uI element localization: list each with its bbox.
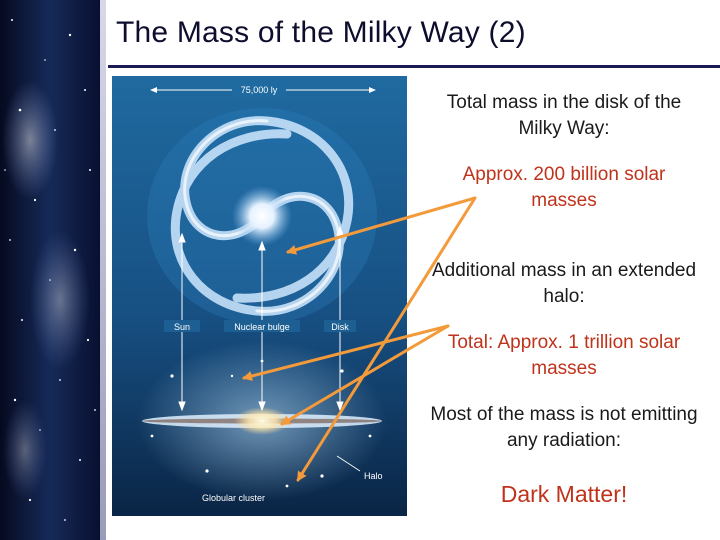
milky-way-figure: 75,000 ly — [112, 76, 407, 516]
halo-mass-heading: Additional mass in an extended halo: — [431, 260, 697, 307]
slide-title: The Mass of the Milky Way (2) — [116, 16, 526, 49]
label-nuclear-bulge: Nuclear bulge — [234, 322, 290, 332]
label-globular-cluster: Globular cluster — [202, 493, 265, 503]
label-sun: Sun — [174, 322, 190, 332]
dark-matter-label: Dark Matter! — [500, 481, 628, 507]
edge-stripe — [100, 0, 106, 540]
disk-mass-heading: Total mass in the disk of the Milky Way: — [446, 92, 682, 139]
label-halo: Halo — [364, 471, 383, 481]
scale-label: 75,000 ly — [241, 85, 278, 95]
halo-mass-value: Total: Approx. 1 trillion solar masses — [447, 332, 681, 379]
starfield-strip — [0, 0, 100, 540]
disk-mass-value: Approx. 200 billion solar masses — [462, 164, 666, 211]
dark-matter-heading: Most of the mass is not emitting any rad… — [430, 404, 698, 451]
label-disk: Disk — [331, 322, 349, 332]
title-rule — [108, 65, 720, 68]
